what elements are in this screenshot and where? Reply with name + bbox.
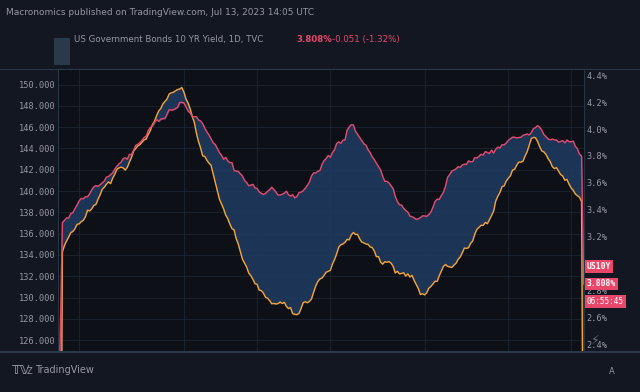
Text: US Government Bonds 10 YR Yield, 1D, TVC: US Government Bonds 10 YR Yield, 1D, TVC	[74, 35, 263, 44]
Text: 3.808%: 3.808%	[296, 35, 332, 44]
Text: TradingView: TradingView	[35, 365, 94, 376]
Text: -0.051 (-1.32%): -0.051 (-1.32%)	[332, 35, 399, 44]
FancyBboxPatch shape	[54, 38, 70, 65]
Text: 3.808%: 3.808%	[587, 279, 616, 289]
Text: A: A	[609, 367, 614, 376]
Text: 𝕋𝕍: 𝕋𝕍	[12, 364, 30, 377]
Text: US10Y: US10Y	[587, 262, 611, 271]
Text: ⚡: ⚡	[591, 334, 600, 347]
Text: 06:55:45: 06:55:45	[587, 297, 624, 306]
Text: Macronomics published on TradingView.com, Jul 13, 2023 14:05 UTC: Macronomics published on TradingView.com…	[6, 8, 314, 17]
Text: Z: Z	[26, 367, 32, 376]
